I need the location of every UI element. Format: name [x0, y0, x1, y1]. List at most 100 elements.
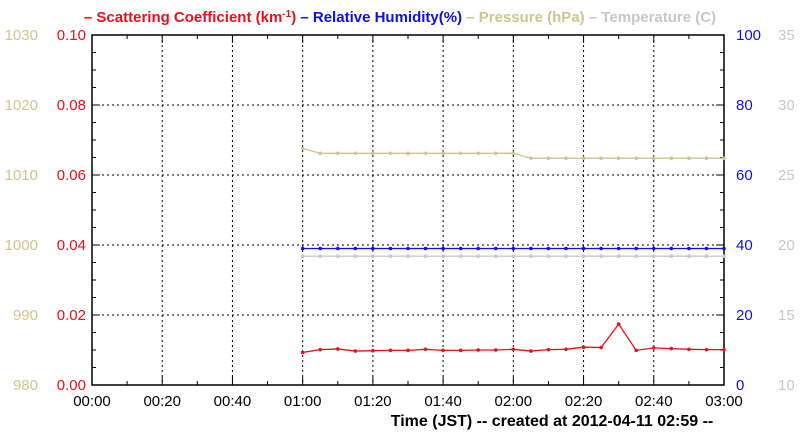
scattering-point	[493, 348, 498, 352]
pressure-axis-tick-label: 1020	[5, 97, 38, 114]
scattering-point	[529, 349, 533, 353]
temperature-axis-tick-label: 25	[778, 167, 795, 184]
scattering-point	[581, 345, 586, 350]
humidity-axis-tick-label: 0	[736, 377, 744, 394]
temperature-point	[599, 254, 603, 258]
x-axis-label: Time (JST) -- created at 2012-04-11 02:5…	[391, 413, 714, 430]
pressure-point	[335, 151, 340, 156]
scattering-point	[546, 347, 551, 352]
pressure-point	[546, 156, 551, 160]
legend-entry-pressure: – Pressure (hPa)	[466, 9, 584, 26]
temperature-point	[335, 254, 340, 258]
pressure-point	[476, 151, 481, 156]
legend-entry-scattering-suffix: )	[291, 9, 296, 26]
legend-entry-scattering: – Scattering Coefficient (km	[84, 9, 282, 26]
axis-tick-labels: 00:00 00:20 00:40 01:00 01:20 01:40 02:00 02:20…	[5, 27, 795, 410]
humidity-axis-tick-label: 20	[736, 307, 753, 324]
series	[300, 146, 726, 355]
scattering-point	[722, 347, 726, 352]
temperature-point	[388, 254, 393, 258]
humidity-point	[406, 246, 410, 251]
x-tick-label: 00:00	[73, 393, 111, 410]
pressure-point	[406, 151, 410, 156]
pressure-point	[529, 156, 533, 160]
scattering-point	[651, 346, 656, 350]
legend: – Scattering Coefficient (km-1) – Relati…	[84, 9, 716, 27]
temperature-point	[511, 254, 516, 258]
humidity-axis-tick-label: 100	[736, 27, 761, 44]
scattering-point	[388, 348, 393, 353]
temperature-series	[300, 254, 726, 258]
scattering-point	[599, 345, 603, 350]
humidity-point	[423, 246, 428, 251]
temperature-axis-tick-label: 20	[778, 237, 795, 254]
temperature-point	[581, 254, 586, 258]
humidity-point	[335, 246, 340, 251]
scattering-point	[564, 347, 568, 352]
legend-row: – Scattering Coefficient (km-1) – Relati…	[84, 9, 716, 27]
scattering-point	[406, 348, 410, 353]
humidity-point	[353, 246, 358, 251]
temperature-point	[529, 254, 533, 258]
grid	[92, 35, 724, 385]
temperature-point	[423, 254, 428, 258]
pressure-point	[318, 151, 323, 156]
humidity-point	[318, 246, 323, 251]
scattering-point	[318, 347, 323, 352]
temperature-point	[371, 254, 375, 258]
temperature-point	[458, 254, 463, 258]
pressure-point	[458, 151, 463, 156]
tick-marks	[91, 34, 725, 386]
temperature-point	[441, 254, 445, 258]
legend-entry-humidity: – Relative Humidity(%)	[300, 9, 462, 26]
scattering-axis-tick-label: 0.06	[57, 167, 86, 184]
humidity-point	[564, 246, 568, 251]
scattering-series	[300, 322, 726, 355]
plot-frame	[91, 34, 725, 386]
humidity-point	[511, 246, 516, 251]
temperature-point	[669, 254, 674, 258]
temperature-point	[704, 254, 709, 258]
pressure-point	[388, 151, 393, 156]
scattering-axis-tick-label: 0.02	[57, 307, 86, 324]
humidity-point	[704, 246, 709, 251]
humidity-point	[616, 246, 621, 251]
temperature-point	[634, 254, 639, 258]
temperature-point	[493, 254, 498, 258]
pressure-axis-tick-label: 1000	[5, 237, 38, 254]
x-tick-label: 00:40	[214, 393, 252, 410]
scattering-point	[353, 349, 358, 353]
humidity-point	[388, 246, 393, 251]
scattering-point	[687, 347, 691, 352]
scattering-point	[669, 346, 674, 351]
legend-entry-temperature: – Temperature (C)	[589, 9, 716, 26]
scattering-axis-tick-label: 0.08	[57, 97, 86, 114]
x-tick-label: 02:40	[635, 393, 673, 410]
pressure-axis-tick-label: 990	[13, 307, 38, 324]
temperature-axis-tick-label: 30	[778, 97, 795, 114]
pressure-point	[669, 156, 674, 160]
scattering-point	[441, 348, 445, 353]
humidity-point	[476, 246, 481, 251]
pressure-point	[353, 151, 358, 156]
x-tick-label: 00:20	[143, 393, 181, 410]
scattering-point	[335, 347, 340, 351]
pressure-point	[722, 156, 726, 160]
temperature-point	[722, 254, 726, 258]
scattering-axis-tick-label: 0.00	[57, 377, 86, 394]
temperature-point	[651, 254, 656, 258]
humidity-point	[687, 246, 691, 251]
pressure-point	[564, 156, 568, 160]
scattering-point	[634, 348, 639, 353]
temperature-point	[476, 254, 481, 258]
scattering-point	[476, 348, 481, 352]
pressure-point	[599, 156, 603, 160]
pressure-point	[300, 146, 305, 151]
pressure-point	[634, 156, 639, 160]
x-tick-label: 03:00	[705, 393, 743, 410]
scattering-point	[511, 347, 516, 352]
pressure-point	[581, 156, 586, 160]
pressure-axis-tick-label: 1010	[5, 167, 38, 184]
scattering-axis-tick-label: 0.10	[57, 27, 86, 44]
